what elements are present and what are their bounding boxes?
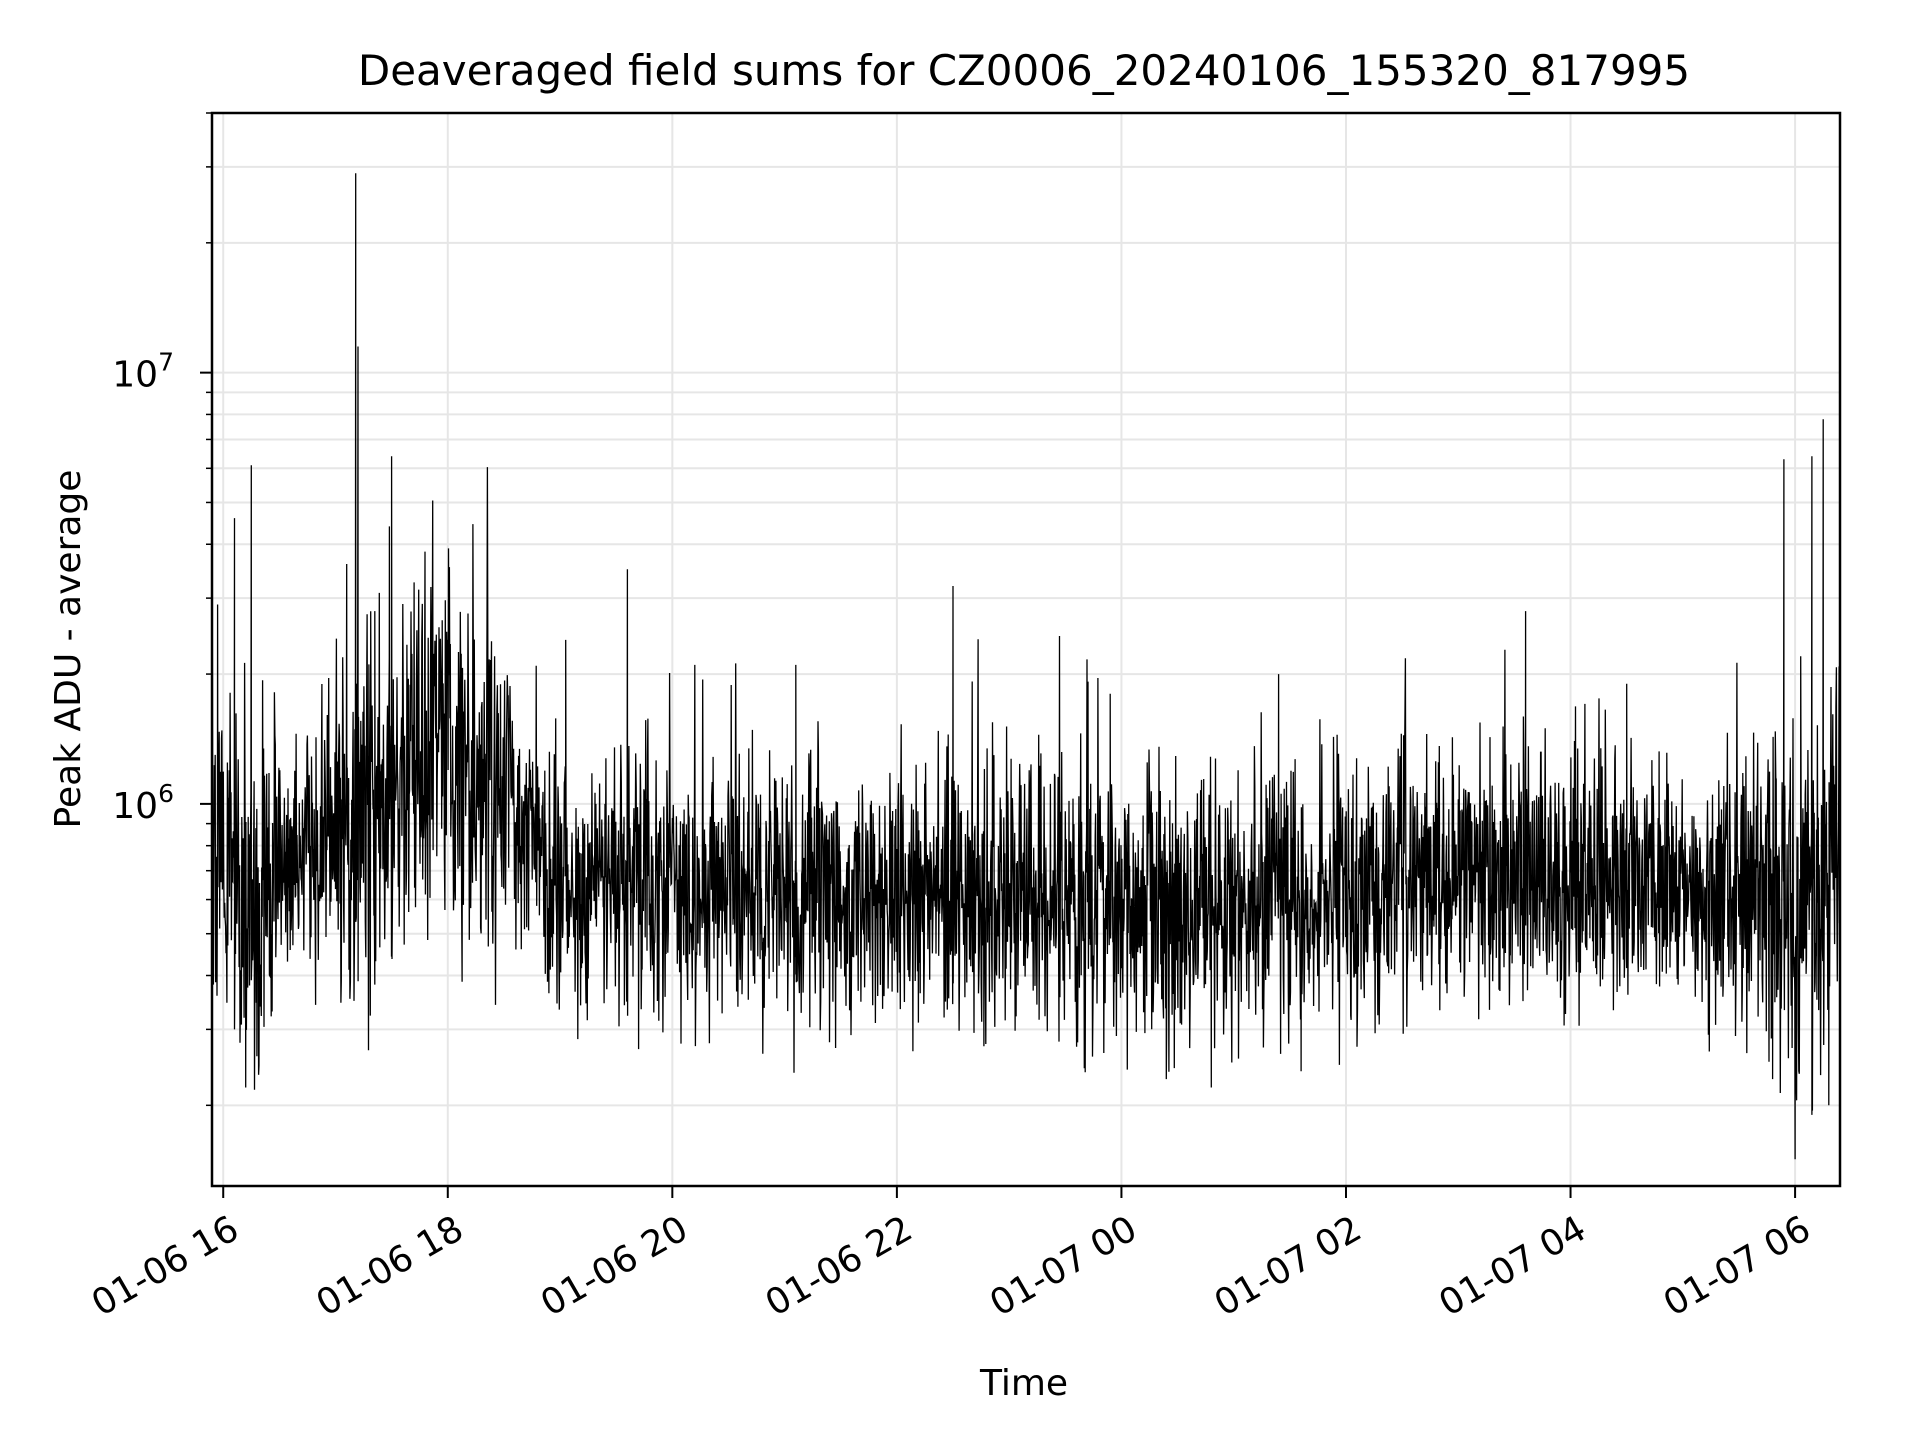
series-layer	[211, 173, 1841, 1160]
chart-title: Deaveraged field sums for CZ0006_2024010…	[358, 46, 1690, 95]
y-tick-label: 106	[112, 779, 174, 827]
y-axis-label: Peak ADU - average	[48, 470, 89, 829]
x-axis-label: Time	[979, 1363, 1068, 1404]
plot-frame	[210, 111, 1842, 1188]
y-tick-label: 107	[112, 348, 174, 396]
series-line	[211, 173, 1841, 1160]
